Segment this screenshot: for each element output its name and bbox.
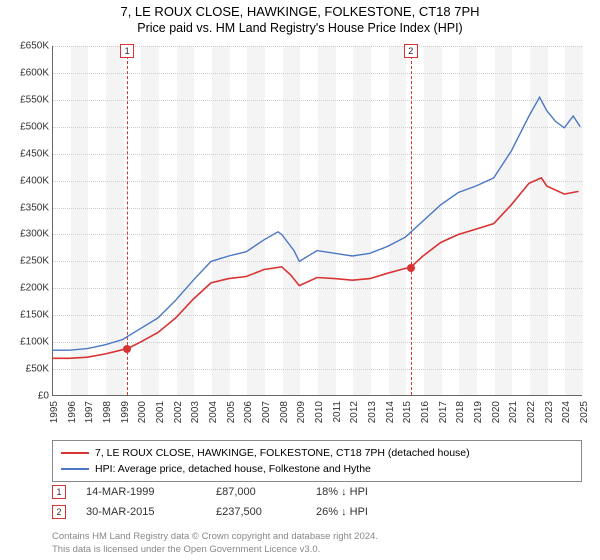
x-axis-label: 2020 [491, 401, 502, 423]
footer-line1: Contains HM Land Registry data © Crown c… [52, 531, 378, 543]
x-axis-label: 2012 [349, 401, 360, 423]
legend-row-hpi: HPI: Average price, detached house, Folk… [61, 461, 573, 477]
y-axis-label: £150K [20, 310, 49, 321]
x-axis-label: 2010 [314, 401, 325, 423]
x-axis-label: 2006 [243, 401, 254, 423]
chart-area: £0£50K£100K£150K£200K£250K£300K£350K£400… [52, 46, 582, 396]
x-axis-label: 2024 [561, 401, 572, 423]
sale-pct-2: 26% ↓ HPI [316, 506, 426, 518]
y-axis-label: £50K [26, 364, 49, 375]
legend-label-property: 7, LE ROUX CLOSE, HAWKINGE, FOLKESTONE, … [95, 447, 470, 459]
x-axis-label: 2004 [208, 401, 219, 423]
legend-box: 7, LE ROUX CLOSE, HAWKINGE, FOLKESTONE, … [52, 440, 582, 482]
x-axis-label: 2007 [261, 401, 272, 423]
sale-badge-2: 2 [52, 505, 66, 519]
x-axis-label: 1995 [49, 401, 60, 423]
y-axis-label: £350K [20, 202, 49, 213]
x-axis-label: 2018 [455, 401, 466, 423]
page-root: 7, LE ROUX CLOSE, HAWKINGE, FOLKESTONE, … [0, 0, 600, 560]
x-axis-label: 2000 [137, 401, 148, 423]
title-line2: Price paid vs. HM Land Registry's House … [0, 21, 600, 35]
y-axis-label: £250K [20, 256, 49, 267]
sale-date-1: 14-MAR-1999 [86, 486, 196, 498]
series-property [52, 178, 579, 358]
y-axis-label: £300K [20, 229, 49, 240]
x-axis-label: 2025 [579, 401, 590, 423]
y-axis-label: £550K [20, 94, 49, 105]
series-svg [52, 46, 582, 396]
x-axis-label: 2021 [508, 401, 519, 423]
x-axis-label: 2005 [226, 401, 237, 423]
x-axis-label: 2013 [367, 401, 378, 423]
sale-row-2: 2 30-MAR-2015 £237,500 26% ↓ HPI [52, 502, 426, 522]
x-axis-label: 2014 [385, 401, 396, 423]
y-axis-label: £100K [20, 337, 49, 348]
sale-date-2: 30-MAR-2015 [86, 506, 196, 518]
y-axis-label: £500K [20, 121, 49, 132]
footer-line2: This data is licensed under the Open Gov… [52, 544, 378, 556]
x-axis-label: 1996 [67, 401, 78, 423]
y-axis-label: £0 [38, 391, 49, 402]
y-axis-label: £600K [20, 67, 49, 78]
sale-badge-1: 1 [52, 485, 66, 499]
y-axis-label: £400K [20, 175, 49, 186]
sale-price-2: £237,500 [216, 506, 296, 518]
x-axis-label: 1999 [120, 401, 131, 423]
x-axis-label: 2023 [544, 401, 555, 423]
x-axis-label: 2015 [402, 401, 413, 423]
x-axis-label: 2001 [155, 401, 166, 423]
title-block: 7, LE ROUX CLOSE, HAWKINGE, FOLKESTONE, … [0, 0, 600, 35]
sale-row-1: 1 14-MAR-1999 £87,000 18% ↓ HPI [52, 482, 426, 502]
x-axis-label: 1998 [102, 401, 113, 423]
x-axis-label: 2011 [332, 401, 343, 423]
x-axis-label: 2022 [526, 401, 537, 423]
sales-table: 1 14-MAR-1999 £87,000 18% ↓ HPI 2 30-MAR… [52, 482, 426, 522]
legend-swatch-property [61, 452, 89, 454]
title-line1: 7, LE ROUX CLOSE, HAWKINGE, FOLKESTONE, … [0, 4, 600, 19]
legend-row-property: 7, LE ROUX CLOSE, HAWKINGE, FOLKESTONE, … [61, 445, 573, 461]
sale-pct-1: 18% ↓ HPI [316, 486, 426, 498]
y-axis-label: £450K [20, 148, 49, 159]
footer: Contains HM Land Registry data © Crown c… [52, 531, 378, 556]
y-axis-label: £200K [20, 283, 49, 294]
x-axis-label: 2016 [420, 401, 431, 423]
legend-swatch-hpi [61, 468, 89, 470]
x-axis-label: 2002 [173, 401, 184, 423]
x-axis-label: 2008 [279, 401, 290, 423]
x-axis-label: 1997 [84, 401, 95, 423]
x-axis-label: 2017 [438, 401, 449, 423]
y-axis-label: £650K [20, 41, 49, 52]
legend-label-hpi: HPI: Average price, detached house, Folk… [95, 463, 371, 475]
sale-price-1: £87,000 [216, 486, 296, 498]
x-axis-label: 2019 [473, 401, 484, 423]
series-hpi [52, 97, 580, 350]
x-axis-label: 2003 [190, 401, 201, 423]
x-axis-label: 2009 [296, 401, 307, 423]
